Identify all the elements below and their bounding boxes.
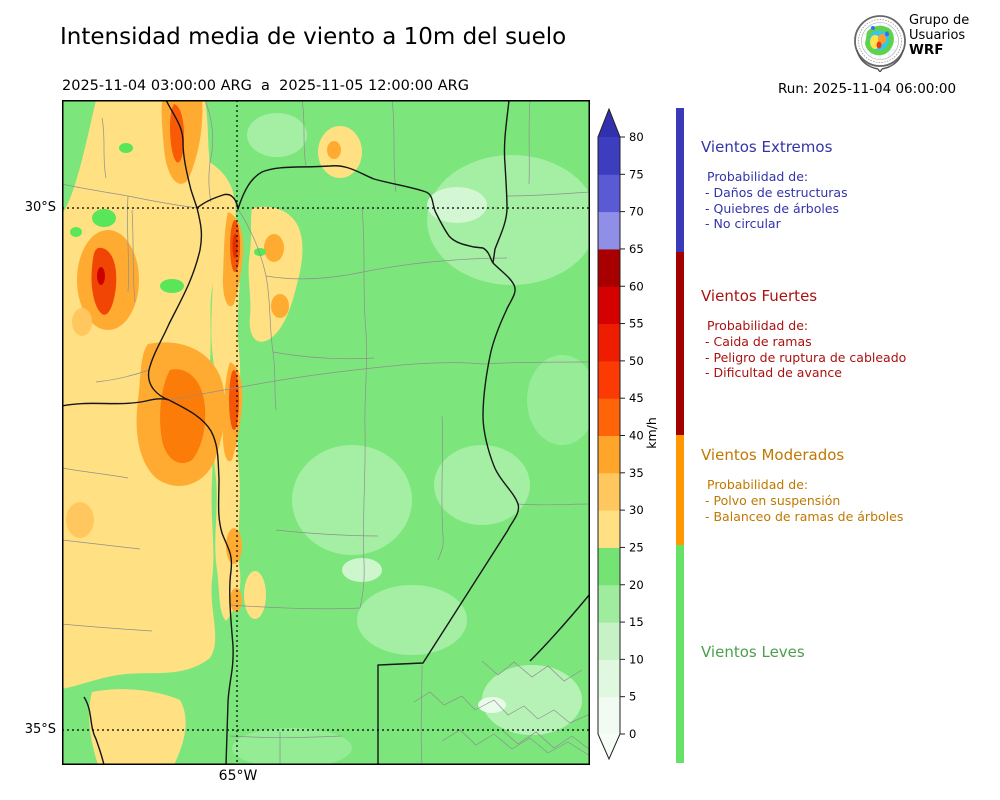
lat-label-35s: 35°S bbox=[24, 722, 56, 737]
wind-speed-colorbar: 0 5 10 15 20 25 30 35 40 45 50 55 60 65 70 75 80 bbox=[597, 107, 644, 761]
colorbar-tick-label: 35 bbox=[629, 466, 644, 480]
colorbar-tick-label: 40 bbox=[629, 429, 644, 443]
colorbar-lower-arrow bbox=[598, 734, 620, 759]
legend-item: - Daños de estructuras bbox=[705, 184, 848, 200]
legend-items-title: Probabilidad de: bbox=[707, 169, 809, 184]
legend-item: - Balanceo de ramas de árboles bbox=[705, 508, 904, 524]
colorbar-segment bbox=[598, 248, 620, 287]
logo-line-3: WRF bbox=[909, 42, 944, 58]
legend-item: - Quiebres de árboles bbox=[705, 200, 840, 216]
run-timestamp: Run: 2025-11-04 06:00:00 bbox=[778, 81, 957, 97]
department-borders bbox=[62, 100, 590, 765]
legend-category-strip bbox=[676, 108, 684, 763]
colorbar-tick-label: 45 bbox=[629, 391, 644, 405]
colorbar-segment bbox=[598, 472, 620, 511]
colorbar-tick-label: 0 bbox=[629, 727, 636, 741]
colorbar-tick-label: 15 bbox=[629, 615, 644, 629]
colorbar-tick-label: 65 bbox=[629, 242, 644, 256]
legend-item: - Caida de ramas bbox=[705, 333, 812, 349]
legend-strip-segment bbox=[676, 435, 684, 545]
colorbar-tick-label: 60 bbox=[629, 279, 644, 293]
colorbar-tick-label: 75 bbox=[629, 167, 644, 181]
calm-spots bbox=[70, 143, 266, 293]
colorbar-segment bbox=[598, 360, 620, 399]
colorbar-tick-label: 50 bbox=[629, 354, 644, 368]
colorbar-tick-label: 30 bbox=[629, 503, 644, 517]
legend-category-block: Vientos Moderados Probabilidad de: - Polvo… bbox=[701, 446, 993, 524]
colorbar-tick-label: 20 bbox=[629, 578, 644, 592]
province-borders bbox=[62, 100, 590, 765]
legend-strip-segment bbox=[676, 108, 684, 252]
legend-category-items: Probabilidad de: - Daños de estructuras - … bbox=[701, 169, 993, 232]
legend-strip-segment bbox=[676, 545, 684, 763]
legend-category-name: Vientos Fuertes bbox=[701, 287, 818, 305]
colorbar-segment bbox=[598, 659, 620, 698]
legend-category-items: Probabilidad de: - Polvo en suspensión - B… bbox=[701, 477, 993, 524]
legend-category-items: Probabilidad de: - Caida de ramas - Peligr… bbox=[701, 318, 993, 381]
lon-label-65w: 65°W bbox=[218, 768, 258, 784]
colorbar-segment bbox=[598, 547, 620, 586]
lat-label-30s: 30°S bbox=[24, 200, 56, 215]
colorbar-segment bbox=[598, 696, 620, 735]
colorbar-segment bbox=[598, 174, 620, 213]
colorbar-segment bbox=[598, 622, 620, 660]
colorbar-segment bbox=[598, 137, 620, 175]
legend-category-name: Vientos Extremos bbox=[701, 138, 833, 156]
colorbar-segment bbox=[598, 510, 620, 548]
colorbar-segment bbox=[598, 398, 620, 436]
colorbar-segment bbox=[598, 584, 620, 623]
colorbar-tick-label: 5 bbox=[629, 690, 636, 704]
colorbar-tick-label: 10 bbox=[629, 652, 644, 666]
legend-category-block: Vientos Extremos Probabilidad de: - Daños … bbox=[701, 138, 993, 232]
colorbar-tick-label: 70 bbox=[629, 205, 644, 219]
colorbar-segment bbox=[598, 323, 620, 362]
map-frame bbox=[62, 100, 590, 765]
logo-line-2: Usuarios bbox=[909, 28, 966, 43]
colorbar-tick-label: 80 bbox=[629, 130, 644, 144]
light-wind-patches bbox=[232, 113, 590, 765]
date-range: 2025-11-04 03:00:00 ARG a 2025-11-05 12:… bbox=[62, 78, 469, 94]
legend-category-block: Vientos Fuertes Probabilidad de: - Caida d… bbox=[701, 287, 993, 381]
colorbar-tick-label: 25 bbox=[629, 540, 644, 554]
colorbar-segment bbox=[598, 435, 620, 474]
legend-item: - Dificultad de avance bbox=[705, 365, 842, 381]
legend-category-name: Vientos Leves bbox=[701, 643, 805, 661]
wrf-group-logo-icon bbox=[854, 15, 906, 72]
legend-strip-segment bbox=[676, 252, 684, 435]
page-title: Intensidad media de viento a 10m del sue… bbox=[60, 24, 567, 50]
colorbar-upper-arrow bbox=[598, 109, 620, 137]
logo-text: Grupo de Usuarios WRF bbox=[909, 13, 969, 58]
colorbar-segment bbox=[598, 211, 620, 250]
graticule-lines bbox=[62, 100, 590, 765]
legend-category-block: Vientos Leves bbox=[701, 643, 993, 661]
legend-item: - No circular bbox=[705, 216, 781, 232]
colorbar-segment bbox=[598, 286, 620, 325]
legend-items-title: Probabilidad de: bbox=[707, 477, 809, 492]
wind-intensity-map bbox=[62, 100, 590, 765]
legend-item: - Peligro de ruptura de cableado bbox=[705, 349, 907, 365]
legend-item: - Polvo en suspensión bbox=[705, 492, 841, 508]
legend-items-title: Probabilidad de: bbox=[707, 318, 809, 333]
colorbar-tick-label: 55 bbox=[629, 317, 644, 331]
legend-category-name: Vientos Moderados bbox=[701, 446, 845, 464]
colorbar-unit-label: km/h bbox=[644, 417, 659, 449]
logo-line-1: Grupo de bbox=[909, 13, 970, 28]
